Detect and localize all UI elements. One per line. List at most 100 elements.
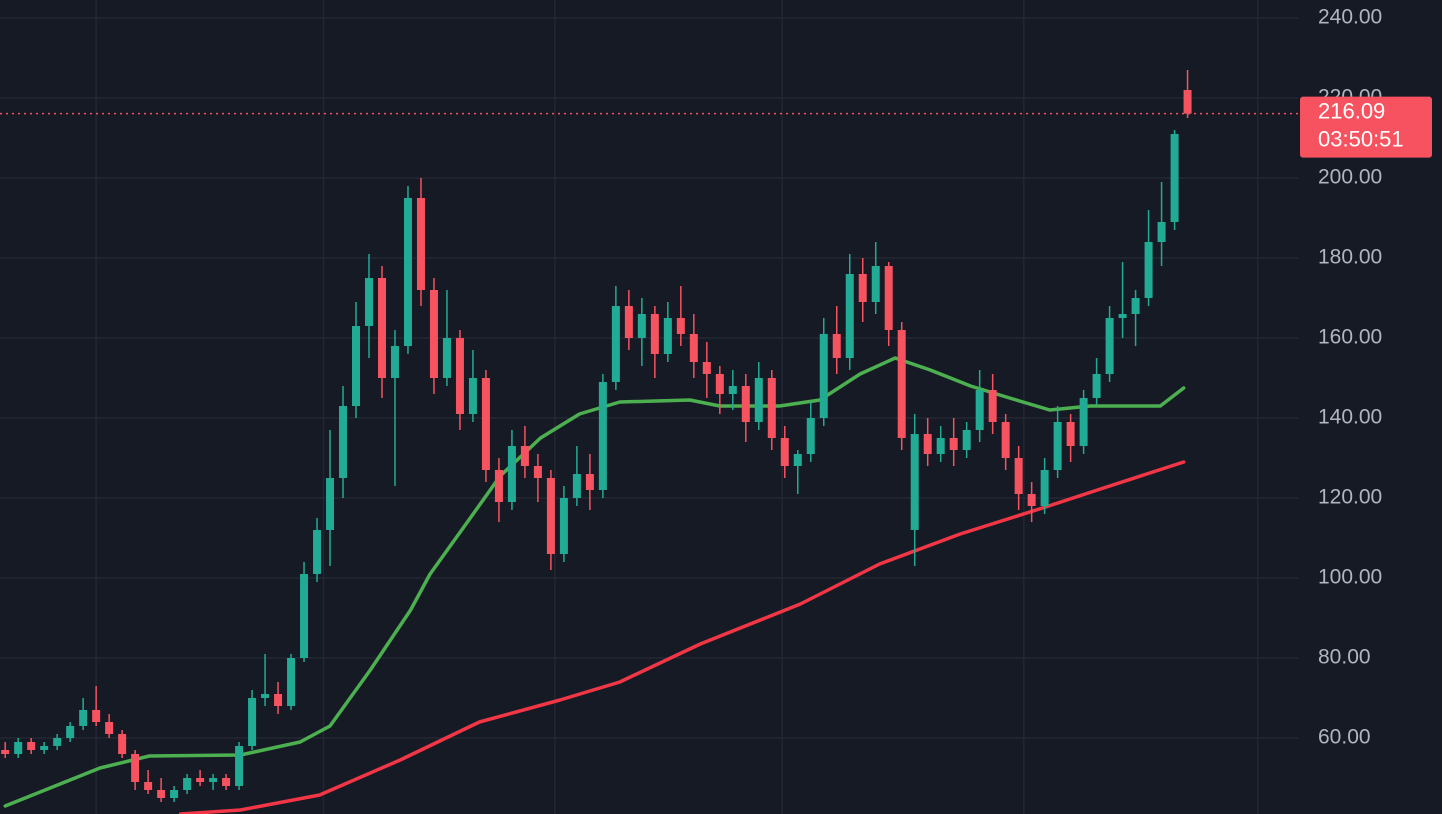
candle-body — [1118, 314, 1127, 318]
candle-body — [196, 778, 205, 782]
price-axis: 60.00 80.00 100.00 120.00 140.00 160.00 180.00… — [1300, 6, 1432, 749]
candle-body — [40, 746, 49, 750]
candle-body — [377, 278, 386, 378]
candle-body — [624, 306, 633, 338]
candle-body — [637, 314, 646, 338]
candle-body — [455, 338, 464, 414]
candle-body — [767, 378, 776, 438]
candle-body — [1170, 134, 1179, 222]
candle-body — [326, 478, 335, 530]
candle-body — [702, 362, 711, 374]
candle-body — [287, 658, 296, 706]
candle-body — [1183, 90, 1192, 114]
candle-body — [897, 330, 906, 438]
candle-body — [845, 274, 854, 358]
candle-body — [780, 438, 789, 466]
candle-body — [131, 754, 140, 782]
candle-body — [1144, 242, 1153, 298]
candle-body — [14, 742, 23, 754]
candle-body — [598, 382, 607, 490]
candle-body — [858, 274, 867, 302]
candle-body — [1053, 422, 1062, 470]
candle-body — [1066, 422, 1075, 446]
candle-body — [390, 346, 399, 378]
candle-body — [585, 474, 594, 490]
candle-body — [248, 698, 257, 746]
candle-body — [27, 742, 36, 750]
y-tick-label: 240.00 — [1318, 6, 1382, 29]
candle-body — [481, 378, 490, 470]
y-tick-label: 120.00 — [1318, 486, 1382, 509]
last-price-label: 216.09 — [1318, 98, 1385, 123]
candle-body — [611, 306, 620, 382]
candle-body — [66, 726, 75, 738]
candle-body — [416, 198, 425, 290]
candle-body — [806, 418, 815, 454]
candle-body — [754, 378, 763, 422]
candle-body — [365, 278, 374, 326]
candle-body — [819, 334, 828, 418]
candle-body — [975, 390, 984, 430]
candle-body — [274, 694, 283, 706]
y-tick-label: 60.00 — [1318, 726, 1371, 749]
candle-body — [339, 406, 348, 478]
candle-body — [1001, 422, 1010, 458]
candle-body — [209, 778, 218, 782]
candle-body — [1027, 494, 1036, 506]
candle-body — [572, 474, 581, 498]
candle-body — [676, 318, 685, 334]
candle-body — [533, 466, 542, 478]
candle-body — [832, 334, 841, 358]
candle-body — [559, 498, 568, 554]
y-tick-label: 200.00 — [1318, 166, 1382, 189]
candle-body — [1157, 222, 1166, 242]
candle-body — [1105, 318, 1114, 374]
y-tick-label: 140.00 — [1318, 406, 1382, 429]
candle-body — [923, 434, 932, 454]
y-tick-label: 160.00 — [1318, 326, 1382, 349]
candle-body — [105, 722, 114, 734]
candle-body — [53, 738, 62, 746]
candle-body — [949, 438, 958, 450]
candle-body — [92, 710, 101, 722]
last-price-badge — [1300, 96, 1432, 158]
candle-body — [871, 266, 880, 302]
candle-body — [157, 790, 166, 798]
candle-body — [520, 446, 529, 466]
countdown-label: 03:50:51 — [1318, 126, 1404, 151]
candle-body — [962, 430, 971, 450]
candle-body — [118, 734, 127, 754]
y-tick-label: 180.00 — [1318, 246, 1382, 269]
candle-body — [222, 778, 231, 786]
candle-body — [313, 530, 322, 574]
candle-body — [235, 746, 244, 786]
candle-body — [507, 446, 516, 502]
candle-body — [261, 694, 270, 698]
candle-body — [546, 478, 555, 554]
candle-body — [468, 378, 477, 414]
candle-body — [663, 318, 672, 354]
candle-body — [1092, 374, 1101, 398]
candle-body — [1014, 458, 1023, 494]
candle-body — [988, 390, 997, 422]
candle-body — [170, 790, 179, 798]
candle-body — [715, 374, 724, 394]
candle-body — [793, 454, 802, 466]
candle-body — [728, 386, 737, 394]
candle-body — [689, 334, 698, 362]
y-tick-label: 100.00 — [1318, 566, 1382, 589]
candle-body — [1131, 298, 1140, 314]
candle-body — [1079, 398, 1088, 446]
candle-body — [1, 750, 10, 754]
candle-body — [884, 266, 893, 330]
candle-body — [183, 778, 192, 790]
candle-body — [936, 438, 945, 454]
candle-body — [144, 782, 153, 790]
candle-body — [352, 326, 361, 406]
candle-body — [1040, 470, 1049, 506]
candle-body — [429, 290, 438, 378]
candle-body — [650, 314, 659, 354]
candle-body — [910, 434, 919, 530]
